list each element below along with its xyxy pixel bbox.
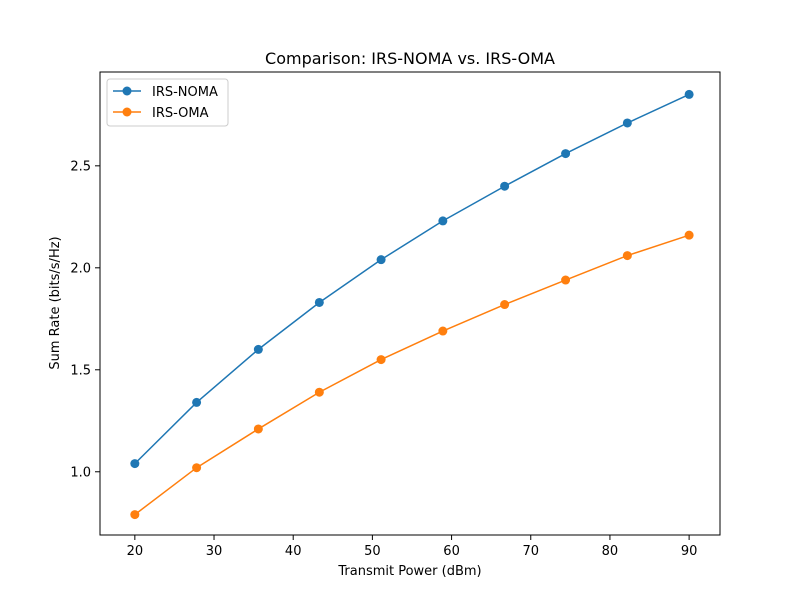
data-point-irs-noma [561, 149, 571, 159]
y-axis: 1.0 1.5 2.0 2.5 [70, 159, 100, 480]
x-axis: 20 30 40 50 60 70 80 90 [127, 535, 698, 559]
series-layer [130, 89, 694, 520]
data-point-irs-noma [500, 181, 510, 191]
data-point-irs-oma [684, 230, 694, 240]
plot-area [99, 71, 721, 536]
data-point-irs-oma [500, 300, 510, 310]
legend-entry-irs-oma: IRS-OMA [113, 106, 209, 121]
data-point-irs-oma [622, 251, 632, 261]
y-tick-label: 1.5 [70, 363, 91, 378]
legend-label-irs-oma: IRS-OMA [152, 106, 209, 121]
series-irs-noma [130, 89, 694, 469]
x-tick-label: 30 [206, 544, 223, 559]
data-point-irs-oma [314, 387, 324, 397]
legend: IRS-NOMA IRS-OMA [106, 78, 229, 127]
x-tick-label: 50 [364, 544, 381, 559]
legend-label-irs-noma: IRS-NOMA [152, 85, 218, 100]
data-point-irs-oma [438, 326, 448, 336]
y-axis-title: Sum Rate (bits/s/Hz) [48, 236, 63, 369]
series-line-irs-oma [134, 234, 690, 516]
data-point-irs-noma [438, 216, 448, 226]
y-tick-label: 1.0 [70, 465, 91, 480]
data-point-irs-noma [192, 397, 202, 407]
data-point-irs-oma [376, 355, 386, 365]
data-point-irs-noma [376, 255, 386, 265]
legend-marker-irs-oma [122, 107, 132, 117]
series-line-irs-noma [134, 93, 690, 465]
data-point-irs-noma [130, 459, 140, 469]
legend-entry-irs-noma: IRS-NOMA [113, 85, 218, 100]
y-tick-label: 2.0 [70, 261, 91, 276]
chart-title: Comparison: IRS-NOMA vs. IRS-OMA [265, 49, 555, 68]
x-tick-label: 20 [127, 544, 144, 559]
data-point-irs-noma [314, 297, 324, 307]
x-axis-title: Transmit Power (dBm) [337, 564, 481, 579]
axes-frame [99, 71, 721, 536]
data-point-irs-noma [253, 344, 263, 354]
x-tick-label: 40 [285, 544, 302, 559]
legend-marker-irs-noma [122, 86, 132, 96]
data-point-irs-oma [561, 275, 571, 285]
data-point-irs-oma [130, 510, 140, 520]
data-point-irs-oma [253, 424, 263, 434]
x-tick-label: 80 [602, 544, 619, 559]
data-point-irs-noma [622, 118, 632, 128]
series-irs-oma [130, 230, 694, 520]
y-tick-label: 2.5 [70, 159, 91, 174]
x-tick-label: 90 [681, 544, 698, 559]
x-tick-label: 60 [443, 544, 460, 559]
data-point-irs-oma [192, 463, 202, 473]
axes-background [100, 72, 720, 535]
data-point-irs-noma [684, 89, 694, 99]
x-tick-label: 70 [522, 544, 539, 559]
